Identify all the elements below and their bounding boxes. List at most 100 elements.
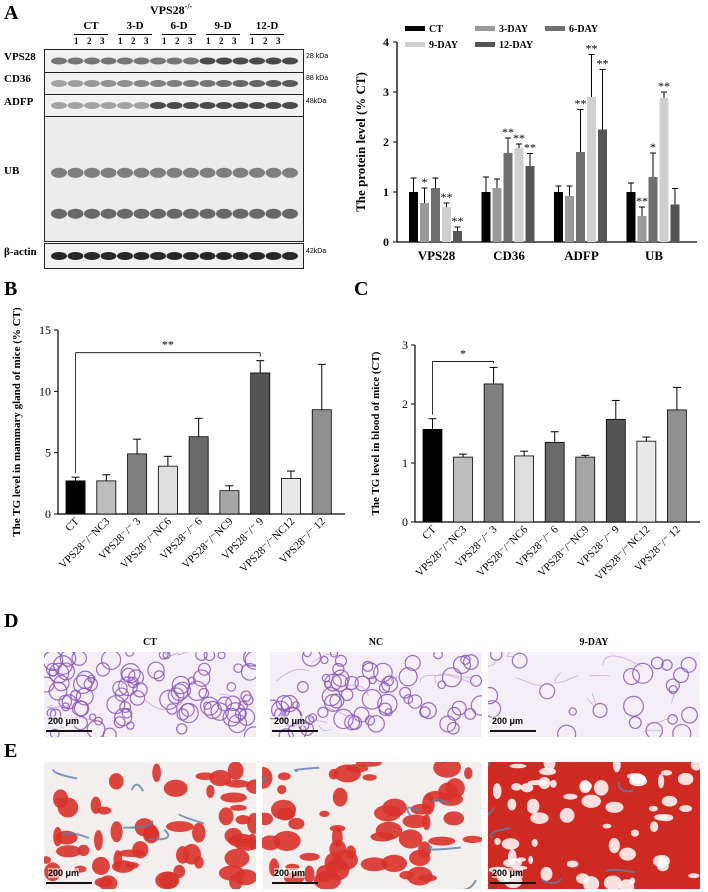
lipid-void bbox=[619, 847, 636, 861]
lipid-droplet bbox=[345, 845, 356, 859]
tissue-fiber bbox=[506, 652, 514, 658]
lipid-void bbox=[658, 814, 674, 822]
lipid-void bbox=[605, 801, 624, 813]
alveolus bbox=[71, 652, 88, 666]
alveolus bbox=[362, 660, 374, 672]
alveolus bbox=[244, 652, 256, 670]
lipid-droplet bbox=[381, 854, 408, 872]
alveolus bbox=[129, 690, 146, 706]
lipid-droplet bbox=[225, 779, 250, 788]
alveolus bbox=[623, 695, 645, 717]
lipid-void bbox=[507, 798, 517, 811]
blot-group-underline bbox=[162, 34, 196, 35]
histology-title-ct: CT bbox=[143, 637, 157, 648]
blot-band bbox=[183, 57, 199, 65]
alveolus bbox=[45, 662, 60, 677]
alveolus bbox=[668, 684, 678, 695]
scale-bar-d-nc bbox=[272, 730, 318, 732]
scale-bar-d-9day bbox=[490, 730, 536, 732]
scale-label-d-nc: 200 μm bbox=[274, 716, 306, 726]
tissue-fiber bbox=[164, 652, 180, 657]
y-tick-label: 1 bbox=[383, 185, 389, 199]
alveolus bbox=[622, 667, 641, 686]
blot-lane-label: 1 bbox=[118, 36, 123, 46]
blot-band bbox=[133, 57, 150, 65]
tissue-fiber bbox=[516, 677, 542, 686]
bar bbox=[626, 192, 636, 242]
lipid-void bbox=[559, 808, 575, 823]
y-tick-label: 3 bbox=[383, 85, 389, 99]
blot-band bbox=[166, 208, 183, 219]
alveolus bbox=[226, 682, 237, 692]
blot-bands bbox=[51, 167, 298, 219]
duct-structure bbox=[293, 766, 320, 773]
blot-group-underline bbox=[118, 34, 152, 35]
alveolus bbox=[344, 714, 361, 731]
blot-band bbox=[265, 167, 282, 178]
bar bbox=[605, 418, 626, 523]
alveolus bbox=[203, 652, 216, 662]
lipid-droplet bbox=[163, 779, 188, 797]
x-tick-label: CT bbox=[420, 523, 439, 542]
blot-band bbox=[265, 80, 282, 87]
alveolus bbox=[59, 652, 77, 667]
bar bbox=[576, 152, 585, 242]
alveolus bbox=[203, 701, 212, 710]
alveolus bbox=[121, 707, 133, 719]
alveolus bbox=[344, 675, 359, 691]
alveolus bbox=[433, 652, 443, 660]
duct-structure bbox=[406, 806, 421, 817]
lipid-void bbox=[494, 837, 501, 846]
tissue-fiber bbox=[46, 704, 72, 709]
alveolus bbox=[441, 667, 462, 688]
lipid-void bbox=[603, 875, 622, 889]
blot-band bbox=[216, 80, 232, 87]
alveolus bbox=[278, 728, 294, 737]
blot-lane-label: 3 bbox=[100, 36, 105, 46]
lipid-droplet bbox=[406, 866, 433, 886]
blot-band bbox=[84, 57, 100, 65]
bar bbox=[250, 372, 271, 515]
alveolus bbox=[447, 706, 462, 721]
tissue-fiber bbox=[586, 693, 596, 706]
lipid-droplet bbox=[409, 849, 431, 867]
lipid-void bbox=[619, 879, 635, 889]
lipid-droplet bbox=[277, 784, 287, 795]
blot-band bbox=[100, 252, 117, 260]
blot-bands bbox=[51, 57, 298, 65]
blot-band bbox=[51, 102, 67, 109]
blot-band bbox=[84, 102, 100, 109]
lipid-droplet bbox=[422, 814, 431, 831]
blot-bands bbox=[51, 102, 298, 109]
alveolus bbox=[243, 726, 256, 737]
alveolus bbox=[167, 687, 185, 705]
alveolus bbox=[667, 714, 678, 725]
blot-band bbox=[249, 80, 265, 87]
alveolus bbox=[354, 675, 371, 692]
blot-row-label: VPS28 bbox=[4, 51, 36, 63]
blot-band bbox=[100, 57, 117, 65]
alveolus bbox=[403, 694, 414, 705]
blot-band bbox=[216, 252, 232, 260]
alveolus bbox=[332, 662, 345, 676]
blot-band bbox=[199, 167, 216, 178]
tg-blood-chart: 0 1 2 3 The TG level in blood of mice (CT) CT… bbox=[370, 338, 700, 583]
alveolus bbox=[113, 716, 126, 729]
lipid-droplet bbox=[125, 861, 140, 869]
blot-band bbox=[265, 252, 282, 260]
blot-band bbox=[67, 167, 84, 178]
blot-band bbox=[249, 208, 265, 219]
duct-structure bbox=[130, 783, 145, 792]
blot-band bbox=[150, 252, 166, 260]
blot-band bbox=[100, 102, 117, 109]
alveolus bbox=[419, 706, 431, 718]
significance-mark: ** bbox=[575, 97, 587, 111]
duct-structure bbox=[488, 806, 495, 816]
alveolus bbox=[361, 689, 383, 710]
blot-lane-label: 1 bbox=[250, 36, 255, 46]
scale-label-d-9day: 200 μm bbox=[492, 716, 524, 726]
blot-band bbox=[51, 252, 67, 260]
significance-mark: ** bbox=[441, 190, 453, 204]
blot-band bbox=[199, 208, 216, 219]
